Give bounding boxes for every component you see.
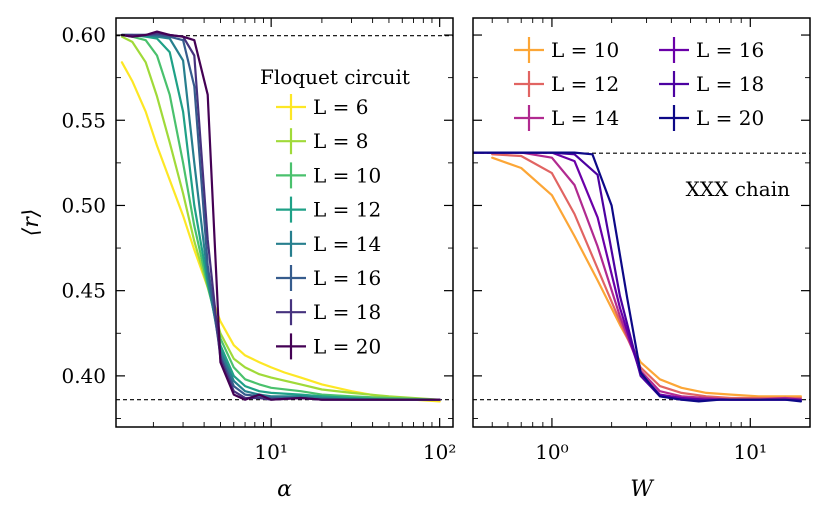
y-tick-label: 0.55 [61,108,106,132]
x-tick-label: 10⁰ [535,440,568,464]
legend: L = 10 L = 12 L = 14 L = 16 L = 18 L = 20 [514,37,764,131]
series-group [120,30,441,403]
legend-label: L = 20 [696,106,764,130]
legend-item: L = 10 [514,37,619,63]
legend: Floquet circuit L = 6 L = 8 L = 10 L = 12 L =… [260,65,410,360]
legend-label: L = 6 [313,95,368,119]
x-axis-label: α [277,477,292,502]
series-line-l-12 [120,33,441,401]
series-line-l-14 [120,33,441,401]
axes-frame [115,17,454,428]
panel-annotation: XXX chain [686,177,790,201]
series-line-l-12 [491,153,802,400]
series-line-l-10 [491,156,802,398]
legend-title: Floquet circuit [260,65,410,89]
legend-item: L = 14 [276,230,381,257]
legend-item: L = 20 [276,333,381,360]
legend-label: L = 18 [313,300,381,324]
legend-item: L = 12 [514,71,619,97]
axes-frame [472,17,811,428]
series-line-l-16 [120,33,441,401]
legend-label: L = 8 [313,129,368,153]
y-axis-label: ⟨r⟩ [19,209,44,237]
series-line-l-10 [120,33,441,401]
legend-item: L = 18 [659,71,764,97]
legend-item: L = 16 [276,265,381,291]
y-tick-label: 0.60 [61,23,106,47]
legend-item: L = 14 [514,105,619,131]
legend-label: L = 14 [551,106,619,130]
series-line-l-6 [120,61,441,403]
legend-item: L = 16 [659,37,764,63]
legend-item: L = 18 [276,299,381,326]
series-line-l-20 [120,30,441,401]
series-group [473,151,802,403]
y-tick-label: 0.45 [61,279,106,303]
panel-xxx-chain: 10⁰ 10¹ W XXX chain L = 10 L = 12 L = 14 L = 16… [472,17,811,502]
legend-item: L = 12 [276,196,381,223]
series-line-l-8 [120,35,441,401]
series-line-l-20 [473,151,802,403]
legend-label: L = 20 [313,334,381,358]
legend-label: L = 18 [696,72,764,96]
x-tick-label: 10¹ [254,440,287,464]
legend-item: L = 10 [276,162,381,189]
y-tick-label: 0.50 [61,193,106,217]
y-tick-label: 0.40 [61,364,106,388]
legend-label: L = 16 [696,38,764,62]
legend-item: L = 20 [659,105,764,131]
legend-label: L = 10 [551,38,619,62]
legend-label: L = 10 [313,163,381,187]
legend-label: L = 16 [313,266,381,290]
legend-item: L = 6 [276,94,368,120]
panel-floquet-circuit: 0.40 0.45 0.50 0.55 0.60 10¹ 10² α ⟨r⟩ Floquet ci… [19,17,456,502]
legend-label: L = 12 [313,198,381,222]
x-tick-label: 10¹ [734,440,767,464]
x-tick-label: 10² [423,440,456,464]
x-axis-label: W [630,477,655,502]
legend-item: L = 8 [276,128,368,155]
legend-label: L = 12 [551,72,619,96]
legend-label: L = 14 [313,232,381,256]
